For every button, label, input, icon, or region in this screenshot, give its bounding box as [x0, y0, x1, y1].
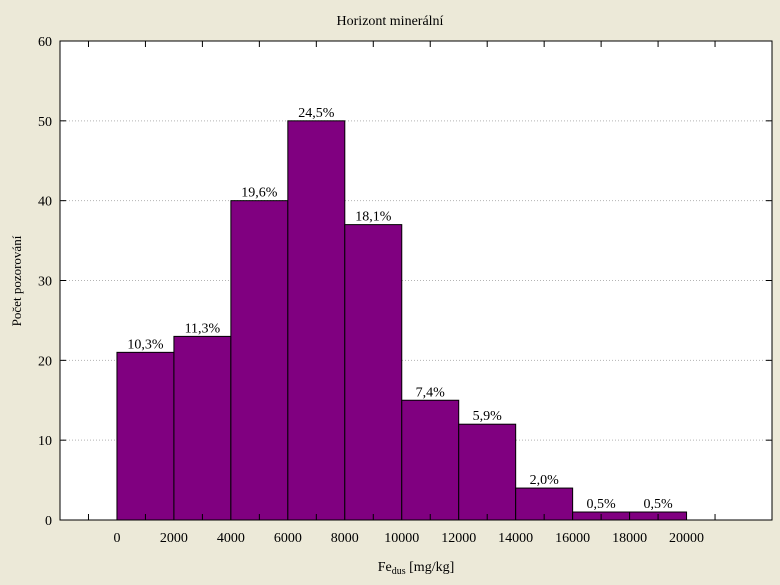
- chart-title: Horizont minerální: [337, 14, 444, 29]
- y-tick-label: 40: [38, 195, 52, 210]
- x-tick-label: 6000: [274, 531, 302, 546]
- bar-percent-label: 0,5%: [643, 497, 673, 512]
- bar-percent-label: 5,9%: [473, 409, 503, 424]
- x-axis-label-main: Fe: [378, 560, 392, 575]
- y-tick-label: 60: [38, 35, 52, 50]
- y-axis-label: Počet pozorování: [9, 235, 24, 326]
- histogram-bar: [401, 399, 460, 521]
- bars: [116, 120, 688, 521]
- bar-percent-label: 18,1%: [355, 210, 392, 225]
- x-tick-label: 14000: [498, 531, 533, 546]
- y-tick-label: 30: [38, 275, 52, 290]
- y-tick-label: 10: [38, 434, 52, 449]
- bar-percent-label: 11,3%: [185, 321, 221, 336]
- bar-percent-label: 2,0%: [530, 473, 560, 488]
- x-tick-label: 2000: [160, 531, 188, 546]
- y-tick-label: 50: [38, 115, 52, 130]
- x-tick-label: 4000: [217, 531, 245, 546]
- x-tick-label: 18000: [612, 531, 647, 546]
- y-axis-ticks: 0 10 20 30 40 50 60: [38, 35, 772, 529]
- data-labels: 10,3% 11,3% 19,6% 24,5% 18,1% 7,4% 5,9% 2,0% 0,5…: [127, 106, 673, 512]
- bar-percent-label: 0,5%: [587, 497, 617, 512]
- x-axis-label: Fedus [mg/kg]: [378, 560, 455, 577]
- y-tick-label: 0: [45, 514, 52, 529]
- x-tick-label: 12000: [441, 531, 476, 546]
- x-tick-label: 0: [113, 531, 120, 546]
- x-tick-label: 20000: [669, 531, 704, 546]
- y-tick-label: 20: [38, 354, 52, 369]
- bar-percent-label: 7,4%: [416, 385, 446, 400]
- bar-percent-label: 19,6%: [241, 186, 278, 201]
- x-axis-ticks: 0 2000 4000 6000 8000 10000 12000 14000 16000 180…: [87, 41, 716, 546]
- x-axis-label-unit: [mg/kg]: [406, 560, 455, 575]
- histogram-bar: [287, 120, 346, 521]
- x-tick-label: 8000: [331, 531, 359, 546]
- x-tick-label: 16000: [555, 531, 590, 546]
- x-tick-label: 10000: [384, 531, 419, 546]
- histogram-bar: [173, 335, 232, 521]
- bar-percent-label: 24,5%: [298, 106, 335, 121]
- histogram-bar: [116, 351, 175, 521]
- histogram-bar: [458, 423, 517, 521]
- histogram-bar: [344, 224, 403, 521]
- bar-percent-label: 10,3%: [127, 337, 164, 352]
- x-axis-label-subscript: dus: [392, 566, 406, 577]
- histogram-bar: [230, 200, 289, 521]
